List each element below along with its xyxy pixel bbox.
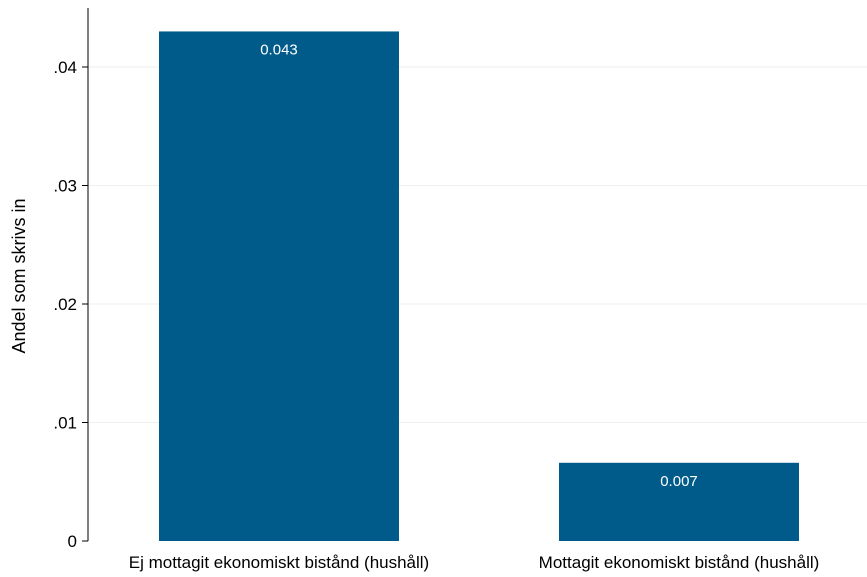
y-tick-label: .04	[53, 58, 77, 77]
y-ticks: 0 .01 .02 .03 .04	[53, 58, 88, 551]
y-axis-label: Andel som skrivs in	[9, 198, 29, 353]
x-category-label: Mottagit ekonomiskt bistånd (hushåll)	[539, 553, 820, 572]
bar	[159, 31, 399, 541]
bar-value-label: 0.007	[660, 473, 698, 490]
bar	[559, 462, 799, 541]
x-category-label: Ej mottagit ekonomiskt bistånd (hushåll)	[129, 553, 429, 572]
y-tick-label: .01	[53, 414, 77, 433]
x-category-labels: Ej mottagit ekonomiskt bistånd (hushåll)…	[129, 553, 820, 572]
bars	[159, 31, 799, 541]
bar-value-label: 0.043	[260, 41, 298, 58]
data-labels: 0.043 0.007	[260, 41, 698, 489]
y-tick-label: 0	[68, 532, 77, 551]
y-tick-label: .03	[53, 177, 77, 196]
y-tick-label: .02	[53, 295, 77, 314]
